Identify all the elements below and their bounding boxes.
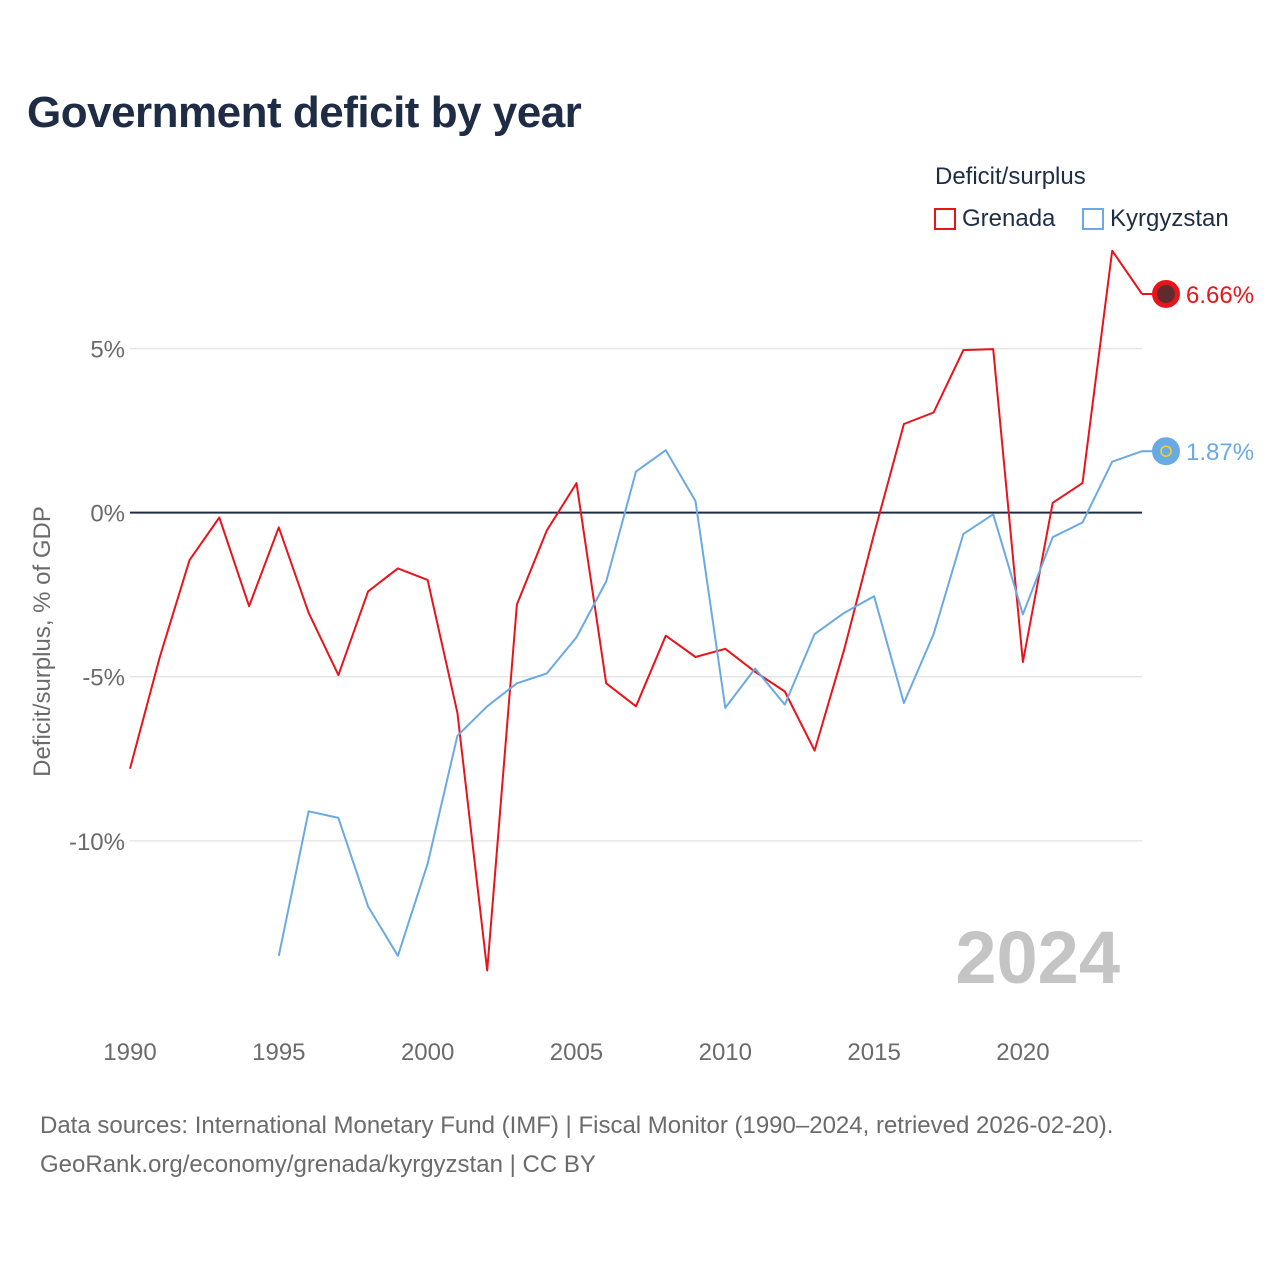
attribution-link[interactable]: GeoRank.org/economy/grenada/kyrgyzstan |…	[40, 1151, 596, 1178]
data-point-kyrgyzstan[interactable]	[812, 631, 818, 637]
data-point-kyrgyzstan[interactable]	[395, 953, 401, 959]
data-point-kyrgyzstan[interactable]	[1050, 534, 1056, 540]
data-point-kyrgyzstan[interactable]	[901, 700, 907, 706]
data-point-grenada[interactable]	[187, 557, 193, 563]
data-point-kyrgyzstan[interactable]	[603, 579, 609, 585]
data-point-grenada[interactable]	[276, 524, 282, 530]
data-point-grenada[interactable]	[663, 633, 669, 639]
data-point-kyrgyzstan[interactable]	[544, 670, 550, 676]
x-tick-label: 2020	[996, 1039, 1049, 1066]
data-point-kyrgyzstan[interactable]	[752, 666, 758, 672]
data-point-grenada[interactable]	[127, 766, 133, 772]
data-point-grenada[interactable]	[990, 346, 996, 352]
data-point-kyrgyzstan[interactable]	[931, 631, 937, 637]
data-point-kyrgyzstan[interactable]	[425, 861, 431, 867]
x-tick-label: 2005	[550, 1039, 603, 1066]
data-point-grenada[interactable]	[812, 748, 818, 754]
data-point-kyrgyzstan[interactable]	[454, 733, 460, 739]
flag-sun-kyrgyzstan	[1160, 445, 1172, 457]
data-point-grenada[interactable]	[693, 654, 699, 660]
data-point-kyrgyzstan[interactable]	[514, 680, 520, 686]
x-tick-label: 2000	[401, 1039, 454, 1066]
data-point-kyrgyzstan[interactable]	[782, 702, 788, 708]
data-point-kyrgyzstan[interactable]	[871, 593, 877, 599]
data-point-grenada[interactable]	[1079, 480, 1085, 486]
data-point-kyrgyzstan[interactable]	[1020, 611, 1026, 617]
data-point-kyrgyzstan[interactable]	[841, 610, 847, 616]
data-point-grenada[interactable]	[573, 480, 579, 486]
legend-item-kyrgyzstan[interactable]: Kyrgyzstan	[1082, 205, 1229, 233]
x-tick-label: 2015	[847, 1039, 900, 1066]
data-point-grenada[interactable]	[1020, 659, 1026, 665]
legend-label-grenada: Grenada	[962, 205, 1056, 232]
data-point-kyrgyzstan[interactable]	[484, 703, 490, 709]
data-point-grenada[interactable]	[633, 703, 639, 709]
data-point-kyrgyzstan[interactable]	[365, 904, 371, 910]
legend-swatch-kyrgyzstan	[1082, 208, 1104, 230]
y-tick-label: -5%	[82, 665, 125, 692]
data-point-kyrgyzstan[interactable]	[573, 634, 579, 640]
data-point-kyrgyzstan[interactable]	[633, 469, 639, 475]
data-point-grenada[interactable]	[306, 610, 312, 616]
data-point-kyrgyzstan[interactable]	[722, 705, 728, 711]
data-point-grenada[interactable]	[782, 689, 788, 695]
legend-swatch-grenada	[934, 208, 956, 230]
data-point-grenada[interactable]	[1050, 500, 1056, 506]
data-point-grenada[interactable]	[871, 531, 877, 537]
data-point-grenada[interactable]	[603, 680, 609, 686]
year-watermark: 2024	[955, 916, 1120, 999]
x-tick-label: 2010	[699, 1039, 752, 1066]
series-line-grenada[interactable]	[129, 249, 1143, 972]
data-point-grenada[interactable]	[157, 654, 163, 660]
y-tick-label: 0%	[90, 501, 125, 528]
data-point-grenada[interactable]	[960, 347, 966, 353]
y-tick-label: -10%	[69, 829, 125, 856]
data-point-grenada[interactable]	[454, 710, 460, 716]
data-point-grenada[interactable]	[931, 409, 937, 415]
y-tick-label: 5%	[90, 336, 125, 363]
data-point-kyrgyzstan[interactable]	[1109, 459, 1115, 465]
footer: Data sources: International Monetary Fun…	[40, 1106, 1113, 1184]
data-point-kyrgyzstan[interactable]	[693, 498, 699, 504]
legend-label-kyrgyzstan: Kyrgyzstan	[1110, 205, 1229, 232]
data-point-kyrgyzstan[interactable]	[335, 815, 341, 821]
data-point-grenada[interactable]	[484, 968, 490, 974]
data-point-grenada[interactable]	[335, 672, 341, 678]
data-point-grenada[interactable]	[246, 603, 252, 609]
data-point-kyrgyzstan[interactable]	[1079, 519, 1085, 525]
x-tick-label: 1995	[252, 1039, 305, 1066]
chart-title: Government deficit by year	[27, 88, 582, 137]
data-point-grenada[interactable]	[395, 565, 401, 571]
data-point-grenada[interactable]	[365, 588, 371, 594]
data-point-kyrgyzstan[interactable]	[663, 447, 669, 453]
data-point-kyrgyzstan[interactable]	[306, 808, 312, 814]
series-line-kyrgyzstan[interactable]	[277, 449, 1143, 957]
flag-marker-kyrgyzstan	[1152, 437, 1180, 466]
x-tick-label: 1990	[103, 1039, 156, 1066]
data-point-grenada[interactable]	[841, 646, 847, 652]
data-point-grenada[interactable]	[901, 421, 907, 427]
line-chart: 5% 0% -5% -10% 1990 1995 2000 2005 2010 2015 2020 D…	[29, 248, 1254, 1066]
end-value-label-grenada: 6.66%	[1186, 282, 1254, 309]
end-value-label-kyrgyzstan: 1.87%	[1186, 439, 1254, 466]
data-point-kyrgyzstan[interactable]	[960, 531, 966, 537]
data-point-grenada[interactable]	[722, 646, 728, 652]
legend-title: Deficit/surplus	[935, 163, 1086, 190]
data-point-grenada[interactable]	[216, 515, 222, 521]
data-point-grenada[interactable]	[425, 577, 431, 583]
data-point-kyrgyzstan[interactable]	[276, 953, 282, 959]
data-point-kyrgyzstan[interactable]	[990, 511, 996, 517]
flag-emblem-grenada	[1157, 284, 1175, 303]
data-point-grenada[interactable]	[544, 528, 550, 534]
data-point-grenada[interactable]	[1109, 248, 1115, 254]
y-axis-title: Deficit/surplus, % of GDP	[29, 506, 56, 777]
legend-item-grenada[interactable]: Grenada	[934, 205, 1055, 233]
data-sources-text: Data sources: International Monetary Fun…	[40, 1112, 1114, 1139]
data-point-grenada[interactable]	[514, 602, 520, 608]
